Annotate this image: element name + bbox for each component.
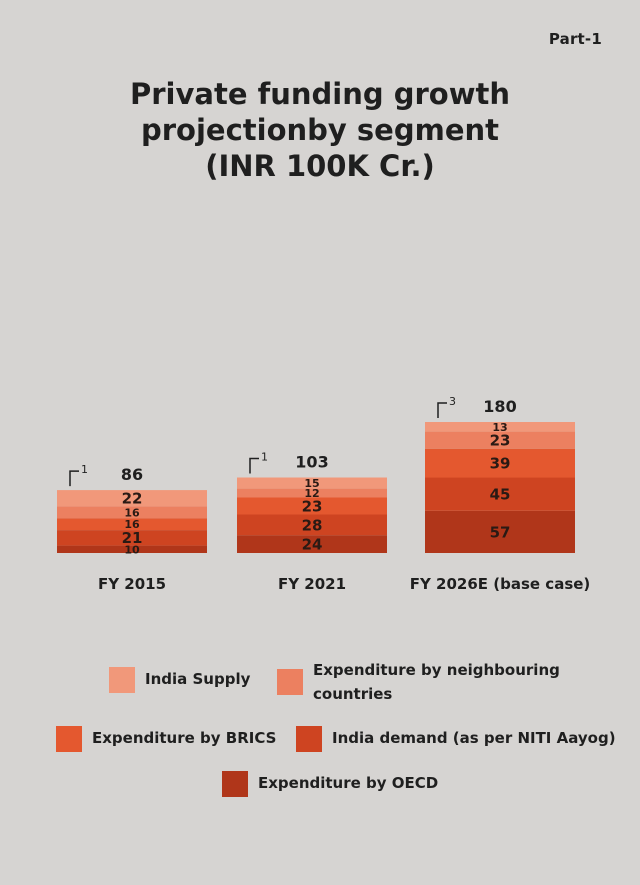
legend-label: India Supply — [145, 670, 251, 688]
footnote-marker: 1 — [261, 451, 268, 464]
segment-value-label: 24 — [302, 536, 323, 554]
bar-total-label: 180 — [483, 397, 516, 416]
segment-value-label: 45 — [490, 486, 511, 504]
segment-value-label: 39 — [490, 455, 511, 473]
legend-item-india-supply: India Supply — [109, 667, 250, 693]
bar-segment — [57, 545, 207, 553]
legend-swatch — [56, 726, 82, 752]
segment-value-label: 28 — [302, 516, 323, 534]
segment-value-label: 13 — [492, 421, 507, 434]
segment-value-label: 23 — [490, 432, 511, 450]
bar-total-label: 103 — [295, 453, 328, 472]
legend-swatch — [296, 726, 322, 752]
segment-value-label: 12 — [304, 487, 319, 500]
footnote-bracket — [69, 470, 79, 487]
bar-segment — [425, 448, 575, 478]
bar-segment — [237, 497, 387, 515]
category-label: FY 2015 — [98, 575, 166, 593]
bar-segment — [237, 535, 387, 553]
bar-segment — [425, 477, 575, 511]
bar-segment — [237, 514, 387, 536]
segment-value-label: 16 — [124, 518, 140, 531]
footnote-marker: 1 — [81, 463, 88, 476]
segment-value-label: 15 — [304, 477, 319, 490]
bar-segment — [57, 490, 207, 507]
segment-value-label: 22 — [122, 490, 143, 508]
bar-segment — [57, 506, 207, 519]
legend-item-oecd: Expenditure by OECD — [222, 771, 438, 797]
bar-segment — [425, 422, 575, 432]
footnote-bracket — [437, 402, 447, 418]
part-label: Part-1 — [548, 30, 602, 48]
legend-item-india-demand: India demand (as per NITI Aayog) — [296, 726, 616, 752]
legend-item-neighbouring-countries: Expenditure by neighbouring countries — [277, 658, 560, 706]
legend-swatch — [222, 771, 248, 797]
legend-label: Expenditure by OECD — [258, 774, 439, 792]
segment-value-label: 10 — [124, 543, 140, 556]
footnote-bracket — [249, 457, 259, 474]
chart-title: Private funding growth projectionby segm… — [130, 77, 510, 183]
segment-value-label: 16 — [124, 506, 140, 519]
footnote-marker: 3 — [449, 395, 456, 408]
segment-value-label: 21 — [122, 529, 143, 547]
bar-segment — [425, 510, 575, 553]
bar-segment — [57, 530, 207, 546]
segment-value-label: 23 — [302, 497, 323, 515]
bar-segment — [425, 431, 575, 449]
legend-label: Expenditure by neighbouring countries — [313, 661, 560, 703]
bar-segment — [57, 518, 207, 530]
legend-swatch — [109, 667, 135, 693]
category-label: FY 2021 — [278, 575, 346, 593]
legend-label: India demand (as per NITI Aayog) — [332, 729, 616, 747]
bar-segment — [237, 477, 387, 489]
legend-swatch — [277, 669, 303, 695]
bar-segment — [237, 488, 387, 498]
legend-label: Expenditure by BRICS — [92, 729, 277, 747]
segment-value-label: 57 — [490, 523, 511, 541]
bar-total-label: 86 — [121, 465, 143, 484]
legend-item-brics: Expenditure by BRICS — [56, 726, 276, 752]
category-label: FY 2026E (base case) — [410, 575, 591, 593]
